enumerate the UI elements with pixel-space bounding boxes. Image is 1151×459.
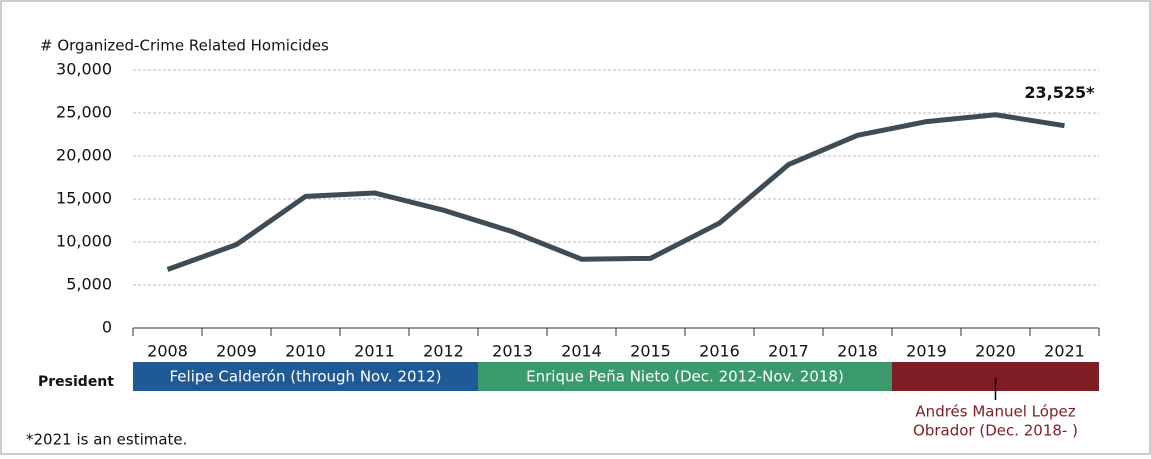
president-name: Andrés Manuel López bbox=[915, 403, 1075, 421]
x-tick-label: 2013 bbox=[492, 342, 533, 361]
x-tick-label: 2018 bbox=[837, 342, 878, 361]
y-tick-label: 15,000 bbox=[56, 189, 112, 208]
x-tick-label: 2010 bbox=[285, 342, 326, 361]
president-band bbox=[133, 362, 478, 391]
president-band bbox=[478, 362, 892, 391]
y-tick-label: 20,000 bbox=[56, 146, 112, 165]
note: *2021 is an estimate. bbox=[26, 431, 187, 449]
x-tick-label: 2011 bbox=[354, 342, 395, 361]
y-tick-label: 25,000 bbox=[56, 103, 112, 122]
x-tick-label: 2014 bbox=[561, 342, 602, 361]
president-label: President bbox=[38, 374, 114, 390]
president-name: Felipe Calderón (through Nov. 2012) bbox=[170, 368, 442, 386]
y-tick-label: 0 bbox=[102, 318, 112, 337]
y-tick-label: 10,000 bbox=[56, 232, 112, 251]
x-tick-label: 2017 bbox=[768, 342, 809, 361]
x-tick-label: 2012 bbox=[423, 342, 464, 361]
line bbox=[166, 112, 1065, 272]
y-tick-label: 30,000 bbox=[56, 60, 112, 79]
president-name: Enrique Peña Nieto (Dec. 2012-Nov. 2018) bbox=[526, 368, 844, 386]
president-name: Obrador (Dec. 2018- ) bbox=[913, 422, 1078, 440]
x-tick-label: 2009 bbox=[216, 342, 257, 361]
y-axis-label: # Organized-Crime Related Homicides bbox=[40, 37, 329, 55]
x-tick-label: 2019 bbox=[906, 342, 947, 361]
x-tick-label: 2020 bbox=[975, 342, 1016, 361]
x-tick-label: 2016 bbox=[699, 342, 740, 361]
y-tick-label: 5,000 bbox=[66, 275, 112, 294]
x-tick-label: 2021 bbox=[1044, 342, 1085, 361]
x-tick-label: 2015 bbox=[630, 342, 671, 361]
x-tick-label: 2008 bbox=[147, 342, 188, 361]
data-label: 23,525* bbox=[1024, 83, 1095, 102]
